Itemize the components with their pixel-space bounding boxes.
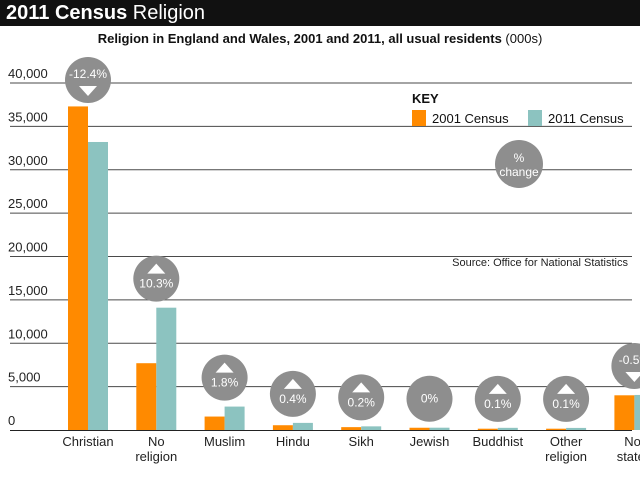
legend-label-2001: 2001 Census — [432, 111, 509, 126]
y-tick-label: 35,000 — [8, 109, 48, 124]
legend-label-2011: 2011 Census — [548, 111, 624, 126]
change-badge: 0.1% — [543, 375, 590, 422]
bar-2011 — [566, 427, 587, 430]
bar-2001 — [341, 427, 362, 430]
bar-2011 — [497, 427, 518, 430]
category-label: No religion — [135, 434, 177, 464]
source-note: Source: Office for National Statistics — [452, 257, 628, 269]
badge-label: 0.1% — [552, 397, 580, 411]
y-tick-label: 15,000 — [8, 283, 48, 298]
badge-circle — [338, 374, 385, 421]
bar-2001 — [136, 363, 157, 430]
title-rest: Religion — [132, 2, 206, 24]
badge-label: -12.4% — [69, 67, 107, 81]
change-badge: 10.3% — [133, 255, 180, 302]
legend-swatch-2001 — [412, 110, 426, 126]
badge-circle — [474, 375, 521, 422]
badge-label: 0% — [421, 392, 439, 406]
change-badge: 0.4% — [269, 370, 316, 417]
bar-2001 — [272, 425, 293, 430]
badge-circle — [269, 370, 316, 417]
key-change-label: % change — [499, 151, 539, 179]
down-arrow-icon — [79, 86, 97, 96]
bar-2011 — [361, 426, 382, 430]
up-arrow-icon — [557, 383, 576, 394]
category-label: Christian — [62, 434, 113, 449]
badge-circle — [65, 57, 111, 103]
category-label: Muslim — [204, 434, 245, 449]
bar-2011 — [292, 422, 313, 430]
up-arrow-icon — [215, 362, 234, 373]
page-title: 2011 Census Religion — [6, 1, 205, 25]
subtitle-main: Religion in England and Wales, 2001 and … — [97, 31, 502, 46]
y-tick-label: 10,000 — [8, 326, 48, 341]
category-label: Jewish — [410, 434, 450, 449]
badge-circle — [543, 375, 590, 422]
bar-2001 — [204, 416, 225, 430]
badge-label: 0.2% — [348, 395, 376, 409]
category-label: Hindu — [276, 434, 310, 449]
bar-2011 — [224, 406, 245, 430]
badge-label: 10.3% — [139, 277, 173, 291]
change-badge: 1.8% — [201, 354, 248, 401]
category-label: Other religion — [545, 434, 587, 464]
bar-2001 — [546, 428, 567, 430]
bar-2001 — [614, 395, 635, 430]
bar-2011 — [634, 394, 640, 430]
bar-2011 — [88, 141, 108, 431]
badge-circle — [406, 375, 453, 422]
change-badge: 0% — [406, 375, 453, 422]
bar-2001 — [477, 428, 498, 430]
category-label: Buddhist — [473, 434, 524, 449]
chart-subtitle: Religion in England and Wales, 2001 and … — [0, 31, 640, 46]
badge-label: 1.8% — [211, 376, 239, 390]
y-tick-label: 25,000 — [8, 196, 48, 211]
key-title: KEY — [412, 91, 439, 106]
title-bold: 2011 Census — [6, 2, 128, 24]
up-arrow-icon — [147, 263, 166, 274]
bar-2001 — [409, 427, 430, 430]
badge-label: 0.1% — [484, 397, 512, 411]
badge-label: 0.4% — [279, 392, 307, 406]
up-arrow-icon — [352, 382, 371, 393]
up-arrow-icon — [488, 383, 507, 394]
subtitle-units: (000s) — [505, 31, 543, 46]
change-badge: 0.1% — [474, 375, 521, 422]
change-badge: -0.5% — [611, 342, 640, 389]
bar-2001 — [68, 106, 88, 431]
category-label: Sikh — [349, 434, 374, 449]
key-change-badge — [495, 140, 543, 188]
bar-2011 — [156, 307, 177, 430]
y-tick-label: 20,000 — [8, 240, 48, 255]
down-arrow-icon — [625, 371, 640, 382]
bar-2011 — [429, 427, 450, 430]
y-tick-label: 0 — [8, 413, 15, 428]
up-arrow-icon — [283, 378, 302, 389]
y-tick-label: 30,000 — [8, 153, 48, 168]
category-label: Notstated — [617, 434, 640, 464]
change-badge: 0.2% — [338, 374, 385, 421]
legend-swatch-2011 — [528, 110, 542, 126]
title-banner: 2011 Census Religion — [0, 0, 640, 26]
badge-circle — [133, 255, 180, 302]
change-badge: -12.4% — [65, 57, 111, 103]
y-tick-label: 40,000 — [8, 66, 48, 81]
badge-label: -0.5% — [619, 353, 640, 367]
badge-circle — [201, 354, 248, 401]
y-tick-label: 5,000 — [8, 370, 41, 385]
